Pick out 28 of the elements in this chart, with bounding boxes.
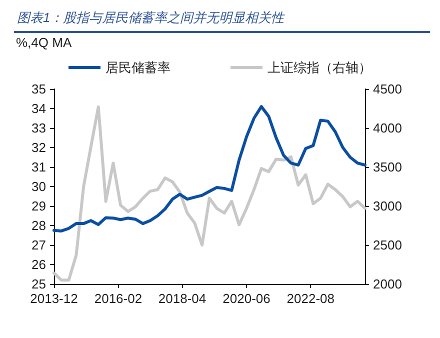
legend-label: 上证综指（右轴） [268, 60, 372, 75]
y-tick-label: 35 [32, 82, 46, 96]
y-tick-label: 28 [32, 218, 46, 233]
x-tick-label: 2020-06 [222, 291, 270, 306]
y-tick-label: 27 [32, 238, 46, 252]
y-axis-title: %,4Q MA [16, 35, 72, 50]
y-tick-label: 29 [32, 198, 46, 214]
y-tick-label: 33 [32, 120, 46, 136]
line-series [52, 105, 366, 282]
y2-tick-label: 4500 [373, 82, 402, 96]
line-series [52, 105, 366, 232]
x-tick-label: 2013-12 [30, 291, 78, 306]
y-tick-label: 32 [32, 140, 46, 155]
y2-tick-label: 4000 [373, 120, 402, 136]
x-tick-label: 2022-08 [286, 291, 335, 306]
x-tick-label: 2016-02 [94, 291, 142, 306]
chart-title: 图表1：股指与居民储蓄率之间并无明显相关性 [17, 10, 286, 25]
y-tick-label: 30 [32, 179, 46, 194]
y2-tick-label: 3500 [373, 160, 402, 174]
x-tick-label: 2018-04 [158, 291, 206, 306]
y-tick-label: 31 [32, 160, 46, 174]
y-tick-label: 34 [32, 101, 46, 116]
y2-tick-label: 3000 [373, 198, 402, 214]
legend-label: 居民储蓄率 [106, 60, 170, 75]
y2-tick-label: 2000 [373, 276, 402, 292]
y-tick-label: 25 [32, 276, 46, 292]
y-tick-label: 26 [32, 257, 46, 272]
y2-tick-label: 2500 [373, 238, 402, 252]
